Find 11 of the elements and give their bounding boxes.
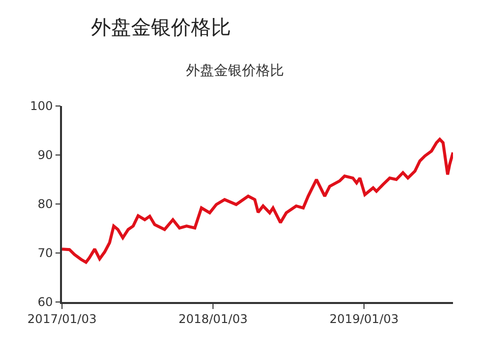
y-tick-label: 100 — [30, 99, 53, 114]
line-series — [62, 138, 453, 264]
x-tick-label: 2019/01/03 — [329, 312, 399, 326]
text: 外盘金银价格比 — [91, 17, 231, 39]
x-tick-label: 2018/01/03 — [178, 312, 248, 326]
y-tick-label: 90 — [38, 148, 53, 162]
chart-title: 外盘金银价格比 — [186, 62, 284, 79]
y-tick-label: 70 — [38, 246, 53, 260]
y-tick-label: 60 — [38, 295, 53, 310]
x-tick-label: 2017/01/03 — [27, 312, 97, 326]
y-tick-label: 80 — [38, 197, 53, 212]
